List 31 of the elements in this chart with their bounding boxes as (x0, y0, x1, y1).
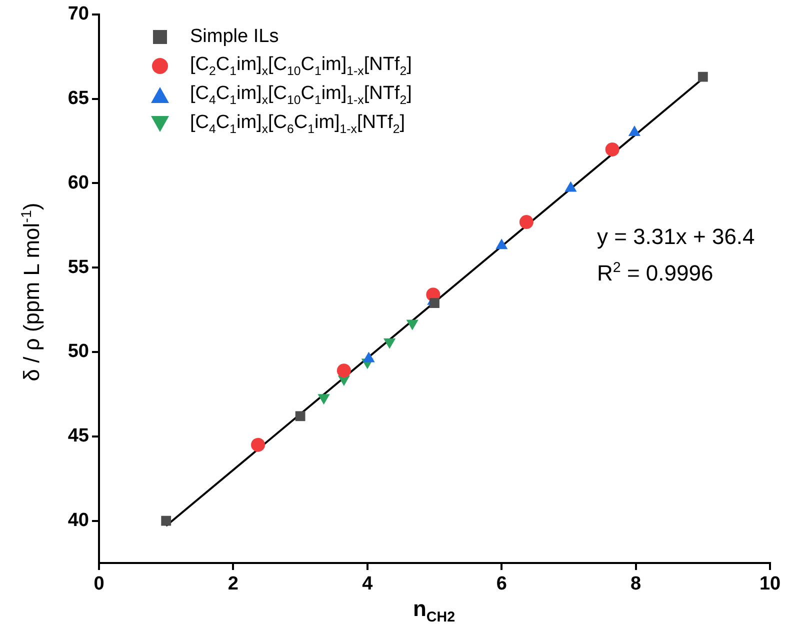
y-tick-label: 55 (68, 256, 90, 278)
point (628, 126, 641, 136)
point (161, 516, 172, 526)
point (519, 215, 534, 230)
point (605, 142, 620, 156)
text: [C$_{4}$C$_{1}$im]$_{x}$[C$_{10}$C$_{1}$im]$_{1-x}$[NTf$_{2}$] (190, 82, 412, 106)
x-axis-title: n$_{CH2}$ (412, 596, 456, 626)
annotation: R$^{2}$ = 0.9996 (597, 260, 714, 286)
point (430, 298, 440, 308)
point (698, 72, 708, 82)
point (496, 238, 508, 250)
point (336, 364, 351, 378)
legend-label: Simple ILs (190, 26, 279, 48)
point (295, 411, 306, 422)
text: [C$_{2}$C$_{1}$im]$_{x}$[C$_{10}$C$_{1}$im]$_{1-x}$[NTf$_{2}$] (190, 54, 412, 78)
point (564, 181, 577, 192)
point (251, 438, 266, 452)
x-tick-label: 0 (94, 574, 104, 595)
y-tick-label: 60 (68, 172, 89, 194)
y-tick-label: 50 (68, 341, 89, 362)
y-tick-label: 70 (68, 4, 89, 25)
x-tick-label: 6 (496, 574, 507, 595)
x-tick-label: 8 (630, 574, 642, 595)
y-tick-label: 40 (68, 510, 89, 532)
annotation: y = 3.31x + 36.4 (597, 224, 755, 250)
x-tick-label: 10 (759, 574, 781, 595)
text: [C$_{4}$C$_{1}$im]$_{x}$[C$_{6}$C$_{1}$im]$_{1-x}$[NTf$_{2}$] (190, 112, 405, 136)
y-tick-label: 65 (68, 88, 90, 110)
x-tick-label: 2 (228, 574, 238, 595)
x-tick-label: 4 (362, 574, 374, 595)
y-tick-label: 45 (68, 426, 90, 447)
